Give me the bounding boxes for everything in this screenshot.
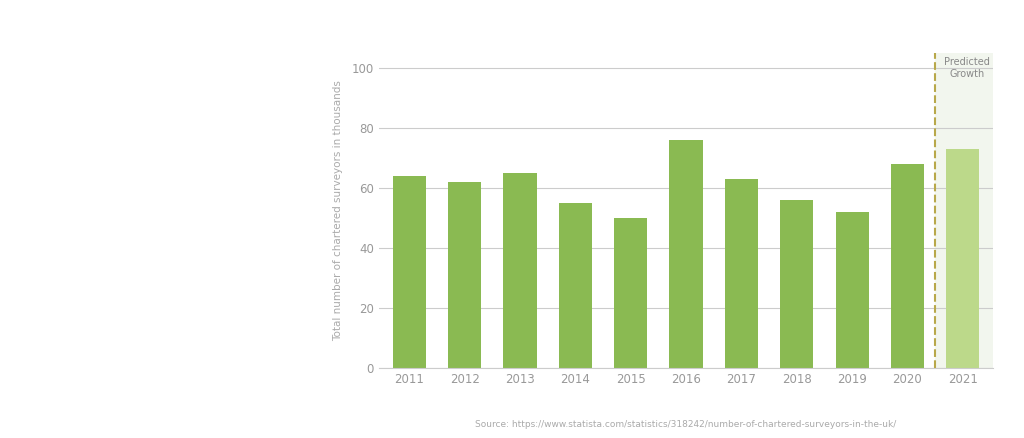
Bar <box>393 176 426 368</box>
Text: Predicted
Growth: Predicted Growth <box>944 57 990 79</box>
Bar <box>836 212 868 368</box>
Bar <box>935 53 993 368</box>
Bar <box>449 182 481 368</box>
Bar <box>504 173 537 368</box>
Bar <box>780 200 813 368</box>
Text: Source: https://www.statista.com/statistics/318242/number-of-chartered-surveyors: Source: https://www.statista.com/statist… <box>475 420 897 429</box>
Bar <box>946 148 979 368</box>
Bar <box>670 140 702 368</box>
Bar <box>559 203 592 368</box>
Bar <box>891 164 924 368</box>
Y-axis label: Total number of chartered surveyors in thousands: Total number of chartered surveyors in t… <box>334 80 343 341</box>
Bar <box>614 218 647 368</box>
Bar <box>725 179 758 368</box>
